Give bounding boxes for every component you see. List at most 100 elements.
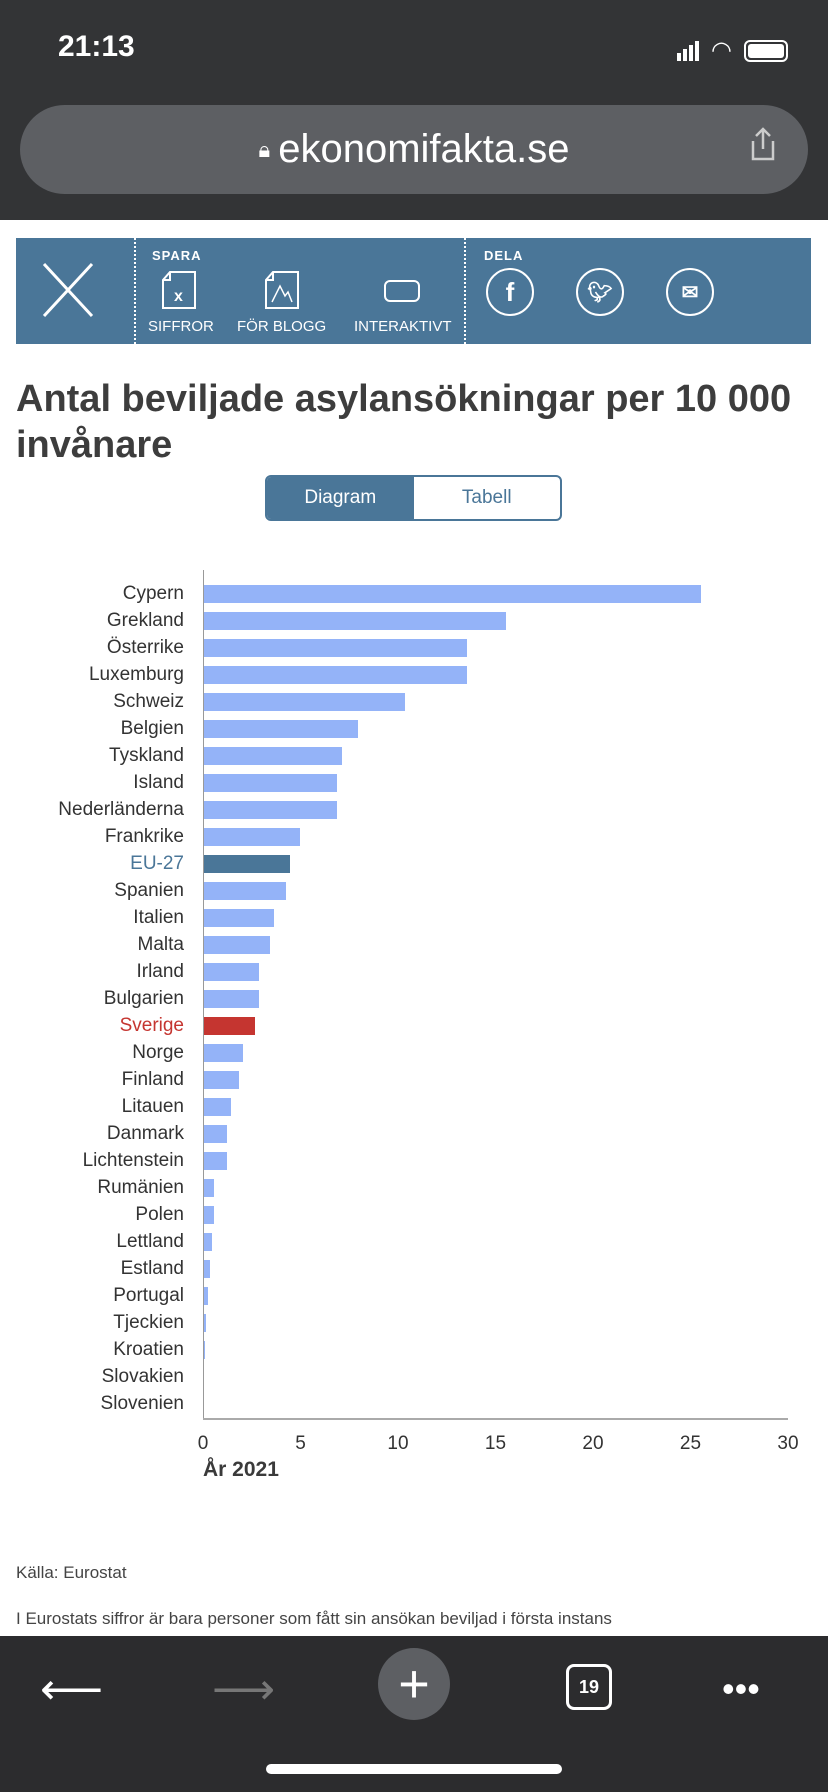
bar	[204, 1233, 212, 1251]
bar	[204, 801, 337, 819]
bar	[204, 1341, 205, 1359]
bar	[204, 612, 507, 630]
close-icon[interactable]	[40, 260, 96, 325]
footnote-text: I Eurostats siffror är bara personer som…	[16, 1609, 612, 1628]
forward-icon[interactable]: ⟶	[212, 1665, 276, 1714]
browser-chrome: 21:13 ◠ 🔒︎ ekonomifakta.se	[0, 0, 828, 220]
siffror-button[interactable]: SIFFROR	[148, 318, 214, 335]
status-icons: ◠	[677, 36, 788, 65]
bar	[204, 1044, 243, 1062]
view-toggle: Diagram Tabell	[265, 475, 562, 521]
category-label: Norge	[132, 1042, 184, 1063]
status-time: 21:13	[58, 30, 135, 63]
category-label: Estland	[120, 1258, 184, 1279]
x-axis-title: År 2021	[203, 1458, 279, 1481]
category-label: Nederländerna	[58, 799, 184, 820]
category-label: Malta	[137, 934, 184, 955]
bar	[204, 774, 337, 792]
category-label: Danmark	[106, 1123, 184, 1144]
address-bar[interactable]: 🔒︎ ekonomifakta.se	[20, 105, 808, 194]
bar	[204, 639, 468, 657]
bar	[204, 693, 405, 711]
category-label: Slovenien	[100, 1393, 184, 1414]
twitter-icon[interactable]: 🐦︎	[576, 268, 624, 316]
x-tick-label: 10	[387, 1433, 409, 1454]
x-axis-line	[203, 1418, 788, 1420]
bar	[204, 882, 286, 900]
bar	[204, 1071, 240, 1089]
category-label: Lettland	[116, 1231, 184, 1252]
bar	[204, 1287, 208, 1305]
category-label: Italien	[133, 907, 184, 928]
category-label: Belgien	[120, 718, 184, 739]
category-label: Portugal	[113, 1285, 184, 1306]
x-tick-label: 20	[582, 1433, 604, 1454]
category-label: Finland	[121, 1069, 184, 1090]
category-label: Rumänien	[97, 1177, 184, 1198]
wifi-icon: ◠	[711, 37, 732, 64]
bar-chart: Cypern Grekland Österrike Luxemburg Schweiz B…	[0, 570, 828, 1490]
category-label: Bulgarien	[103, 988, 184, 1009]
category-label: Sverige	[119, 1015, 184, 1036]
category-label: Slovakien	[101, 1366, 184, 1387]
category-label: Tjeckien	[113, 1312, 184, 1333]
bar	[204, 1179, 214, 1197]
bar	[204, 963, 259, 981]
share-icon[interactable]	[748, 127, 778, 173]
category-label: Litauen	[121, 1096, 184, 1117]
excel-file-icon[interactable]: x	[161, 270, 197, 315]
signal-icon	[677, 40, 700, 61]
category-label: Grekland	[106, 610, 184, 631]
bar	[204, 990, 259, 1008]
email-icon[interactable]: ✉	[666, 268, 714, 316]
bar	[204, 747, 343, 765]
new-tab-icon[interactable]: +	[378, 1648, 450, 1720]
x-tick-label: 15	[484, 1433, 507, 1454]
bar	[204, 720, 359, 738]
bar	[204, 1125, 228, 1143]
tab-diagram[interactable]: Diagram	[267, 477, 414, 519]
bar	[204, 1017, 255, 1035]
bar	[204, 666, 468, 684]
bar	[204, 828, 300, 846]
category-label: Schweiz	[113, 691, 184, 712]
tabs-button[interactable]: 19	[566, 1664, 612, 1710]
spara-heading: SPARA	[152, 248, 202, 263]
bar	[204, 909, 275, 927]
chart-toolbar: SPARA DELA x SIFFROR FÖR BLOGG INTERAKTI…	[16, 238, 811, 344]
back-icon[interactable]: ⟵	[40, 1665, 104, 1714]
image-file-icon[interactable]	[264, 270, 300, 315]
battery-icon	[744, 39, 788, 62]
category-label: Cypern	[122, 583, 184, 604]
category-label: Spanien	[114, 880, 184, 901]
y-axis-line	[203, 570, 204, 1418]
for-blogg-button[interactable]: FÖR BLOGG	[237, 318, 327, 335]
bar	[204, 1206, 214, 1224]
bar	[204, 1314, 206, 1332]
bar	[204, 1260, 210, 1278]
category-label: Tyskland	[109, 745, 184, 766]
category-label: Frankrike	[104, 826, 184, 847]
dela-heading: DELA	[484, 248, 524, 263]
category-label: Irland	[136, 961, 184, 982]
bar	[204, 1098, 232, 1116]
x-tick-label: 30	[777, 1433, 799, 1454]
x-tick-label: 0	[197, 1433, 209, 1454]
facebook-icon[interactable]: f	[486, 268, 534, 316]
category-label: EU-27	[130, 853, 184, 874]
x-tick-label: 25	[679, 1433, 702, 1454]
category-label: Island	[133, 772, 184, 793]
interaktivt-button[interactable]: INTERAKTIVT	[354, 318, 452, 335]
x-tick-label: 5	[295, 1433, 306, 1454]
svg-text:x: x	[174, 288, 183, 305]
category-label: Polen	[135, 1204, 184, 1225]
category-label: Luxemburg	[88, 664, 184, 685]
more-icon[interactable]: •••	[722, 1668, 760, 1709]
interactive-embed-icon[interactable]	[384, 280, 420, 302]
bar	[204, 936, 271, 954]
tab-tabell[interactable]: Tabell	[461, 487, 512, 508]
bar	[204, 855, 290, 873]
url-text: ekonomifakta.se	[278, 127, 570, 171]
category-label: Lichtenstein	[82, 1150, 184, 1171]
lock-icon: 🔒︎	[258, 136, 271, 162]
